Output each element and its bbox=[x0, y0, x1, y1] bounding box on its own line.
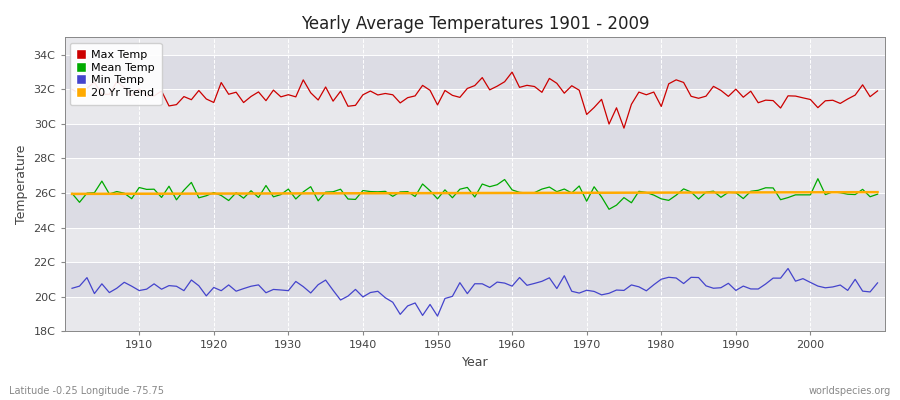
Text: Latitude -0.25 Longitude -75.75: Latitude -0.25 Longitude -75.75 bbox=[9, 386, 164, 396]
Y-axis label: Temperature: Temperature bbox=[15, 145, 28, 224]
Title: Yearly Average Temperatures 1901 - 2009: Yearly Average Temperatures 1901 - 2009 bbox=[301, 15, 649, 33]
Legend: Max Temp, Mean Temp, Min Temp, 20 Yr Trend: Max Temp, Mean Temp, Min Temp, 20 Yr Tre… bbox=[70, 43, 161, 105]
Bar bbox=[65, 297, 885, 332]
Bar bbox=[65, 158, 885, 193]
Bar bbox=[65, 89, 885, 124]
Bar bbox=[65, 124, 885, 158]
Bar bbox=[65, 228, 885, 262]
Bar bbox=[65, 262, 885, 297]
Bar bbox=[65, 193, 885, 228]
Text: worldspecies.org: worldspecies.org bbox=[809, 386, 891, 396]
X-axis label: Year: Year bbox=[462, 356, 488, 369]
Bar bbox=[65, 55, 885, 89]
